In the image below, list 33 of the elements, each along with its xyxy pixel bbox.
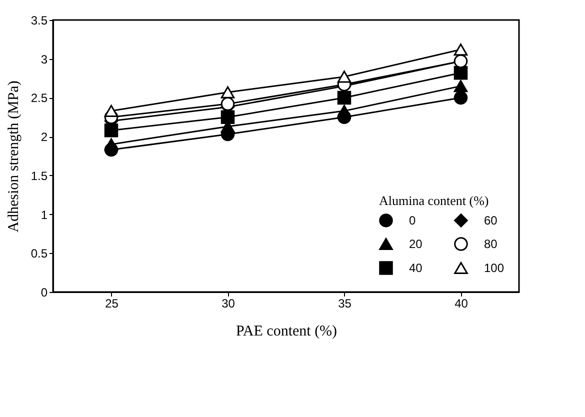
legend-label: 40	[409, 261, 423, 275]
legend-label: 80	[484, 237, 498, 251]
point	[337, 90, 352, 105]
y-tick-label: 0	[40, 286, 48, 300]
legend-label: 0	[409, 213, 416, 228]
point	[104, 138, 118, 150]
point	[337, 104, 352, 117]
legend-label: 100	[484, 261, 504, 275]
point	[454, 43, 468, 56]
legend-label: 20	[409, 237, 423, 251]
point	[454, 90, 468, 105]
point	[454, 66, 468, 80]
y-tick-label: 2	[40, 130, 48, 144]
y-tick-label: 3.5	[30, 14, 48, 28]
y-tick-label: 0.5	[30, 246, 48, 261]
x-tick-label: 40	[454, 296, 468, 310]
y-tick-label: 2.5	[30, 91, 48, 106]
point	[337, 70, 352, 83]
y-tick-label: 1.5	[30, 168, 48, 183]
legend-title: Alumina content (%)	[379, 193, 489, 208]
y-tick-label: 3	[40, 52, 48, 66]
x-axis-title: PAE content (%)	[236, 324, 338, 340]
x-tick-label: 35	[338, 296, 352, 310]
x-tick-label: 30	[222, 296, 236, 310]
point	[220, 86, 235, 98]
x-tick-label: 25	[105, 296, 119, 310]
point	[220, 97, 235, 111]
point	[104, 104, 118, 117]
point	[220, 110, 235, 124]
y-tick-label: 1	[40, 208, 48, 222]
y-axis-title: Adhesion strength (MPa)	[6, 80, 22, 232]
legend-label: 60	[484, 213, 498, 228]
point	[454, 80, 468, 92]
